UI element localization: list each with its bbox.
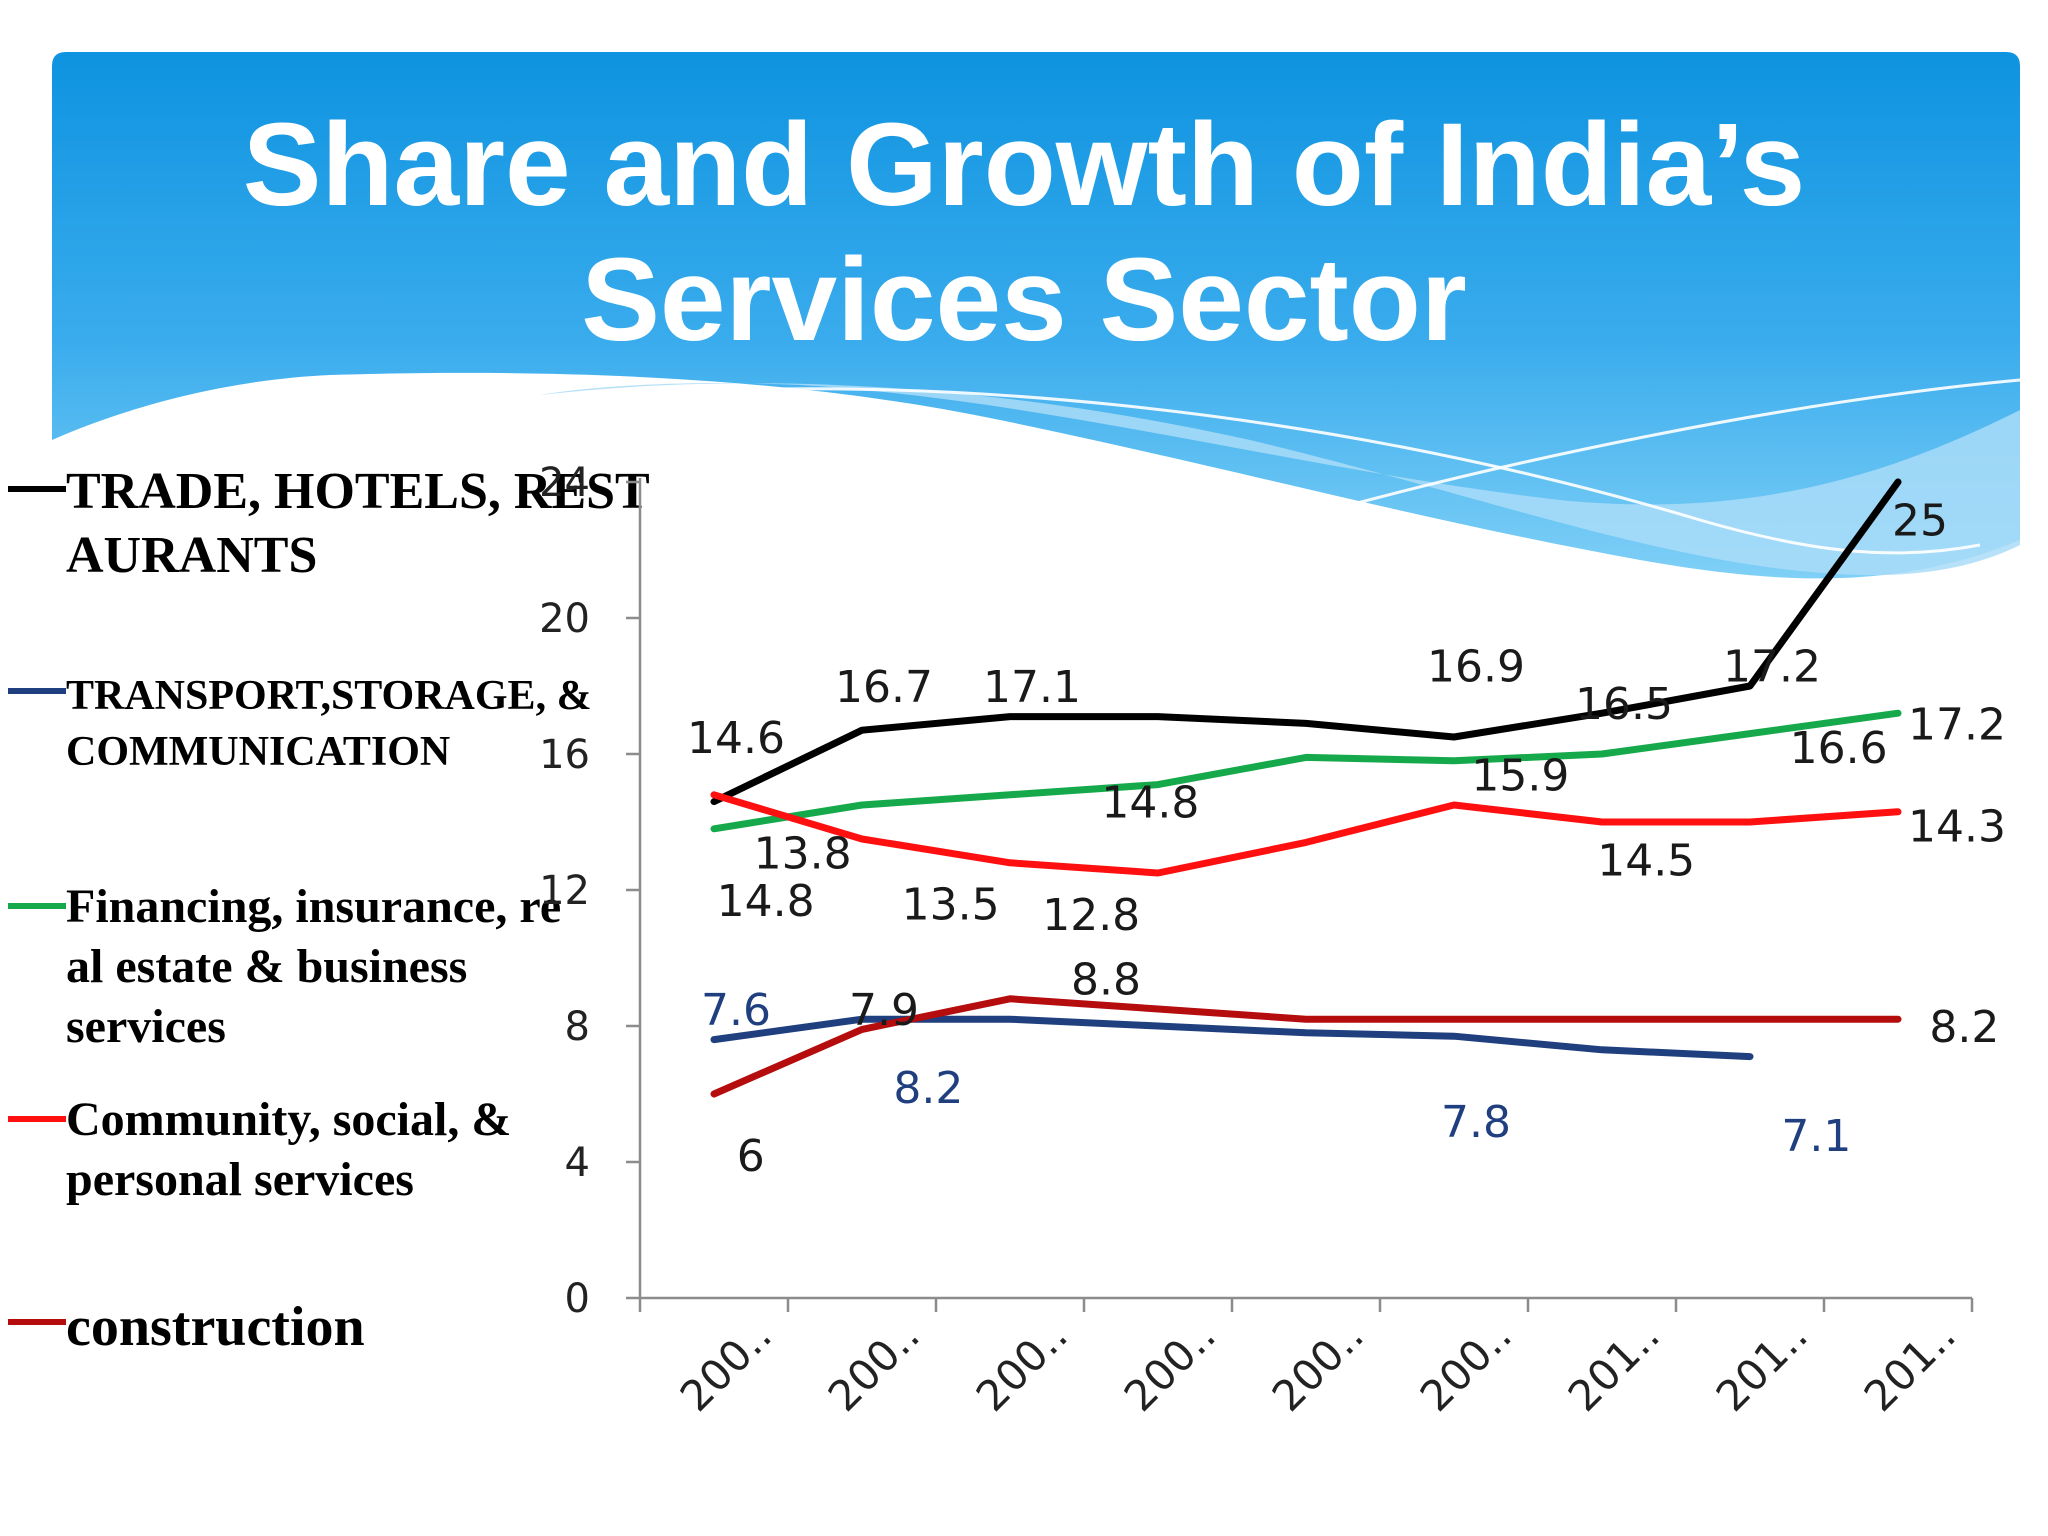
- x-tick-label: 200..: [1115, 1311, 1225, 1421]
- data-label: 14.3: [1908, 801, 2006, 852]
- data-label: 14.5: [1597, 835, 1695, 886]
- data-label: 14.8: [1101, 778, 1199, 829]
- x-tick-label: 200..: [671, 1311, 781, 1421]
- data-label: 13.5: [902, 880, 1000, 931]
- data-label: 17.1: [983, 662, 1081, 713]
- x-tick-label: 200..: [1263, 1311, 1373, 1421]
- x-tick-label: 201..: [1855, 1311, 1965, 1421]
- data-label: 7.6: [701, 985, 771, 1036]
- data-label: 7.9: [849, 985, 919, 1036]
- data-label: 16.6: [1790, 723, 1888, 774]
- data-labels: 14.6 16.7 17.1 16.9 16.5 17.2 25 7.6 7.9 7.8 7.1 13…: [687, 495, 2006, 1182]
- title-banner: [52, 52, 2021, 579]
- y-tick-label: 16: [539, 732, 590, 778]
- slide-title-line-1: Share and Growth of India’s: [242, 99, 1806, 231]
- x-tick-label: 201..: [1707, 1311, 1817, 1421]
- legend-swatch-financing: [8, 903, 66, 909]
- data-label: 16.5: [1575, 679, 1673, 730]
- y-tick-label: 4: [565, 1140, 590, 1186]
- y-tick-label: 12: [539, 868, 590, 914]
- data-label: 13.8: [754, 829, 852, 880]
- data-label: 17.2: [1723, 642, 1821, 693]
- legend-item-construction: construction: [8, 1293, 365, 1361]
- legend-label-trade: TRADE, HOTELS, REST AURANTS: [66, 463, 650, 584]
- x-tick-label: 200..: [1411, 1311, 1521, 1421]
- data-label: 14.8: [717, 876, 815, 927]
- banner-wave-light: [540, 383, 2020, 576]
- x-tick-labels: 200.. 200.. 200.. 200.. 200.. 200.. 201.. 201..…: [671, 1311, 1965, 1421]
- series-line-3: [710, 791, 1902, 877]
- y-tick-label: 20: [539, 596, 590, 642]
- legend-item-trade: TRADE, HOTELS, REST AURANTS: [8, 460, 650, 588]
- legend-swatch-community: [8, 1116, 66, 1122]
- series-line-4: [710, 995, 1902, 1098]
- y-tick-labels: 0 4 8 12 20 16 24: [539, 460, 590, 1322]
- legend-swatch-trade: [8, 486, 66, 492]
- legend-label-transport: TRANSPORT,STORAGE, & COMMUNICATION: [66, 673, 592, 775]
- data-label: 7.8: [1441, 1097, 1511, 1148]
- legend-item-transport: TRANSPORT,STORAGE, & COMMUNICATION: [8, 668, 592, 780]
- data-label: 12.8: [1042, 890, 1140, 941]
- y-tick-label: 24: [539, 460, 590, 506]
- legend-swatch-construction: [8, 1319, 66, 1325]
- legend-label-community: Community, social, & personal services: [66, 1093, 512, 1206]
- banner-wave-line-2: [1259, 378, 2021, 532]
- legend-item-community: Community, social, & personal services: [8, 1090, 511, 1210]
- data-label: 17.2: [1908, 699, 2006, 750]
- legend-label-construction: construction: [66, 1296, 365, 1358]
- legend-label-financing: Financing, insurance, re al estate & bus…: [66, 880, 562, 1053]
- data-label: 14.6: [687, 713, 785, 764]
- x-tick-label: 200..: [819, 1311, 929, 1421]
- data-label: 16.7: [835, 662, 933, 713]
- data-label: 6: [737, 1131, 765, 1182]
- chart-axes: [626, 478, 1974, 1312]
- y-tick-label: 8: [565, 1004, 590, 1050]
- data-label: 25: [1892, 495, 1948, 546]
- data-label: 7.1: [1781, 1111, 1851, 1162]
- data-label: 8.2: [1929, 1002, 1999, 1053]
- banner-wave-line-1: [639, 387, 1981, 555]
- series-lines: [710, 478, 1902, 1098]
- slide-title-line-2: Services Sector: [581, 234, 1467, 366]
- series-line-2: [710, 709, 1902, 833]
- legend-swatch-transport: [8, 688, 66, 694]
- series-line-1: [710, 1015, 1754, 1061]
- y-tick-label: 0: [565, 1276, 590, 1322]
- data-label: 16.9: [1427, 642, 1525, 693]
- series-line-0: [710, 478, 1902, 806]
- legend-item-financing: Financing, insurance, re al estate & bus…: [8, 877, 561, 1057]
- data-label: 8.2: [893, 1063, 963, 1114]
- banner-shape: [52, 52, 2020, 579]
- x-tick-label: 201..: [1559, 1311, 1669, 1421]
- x-tick-label: 200..: [967, 1311, 1077, 1421]
- data-label: 15.9: [1471, 750, 1569, 801]
- data-label: 8.8: [1071, 954, 1141, 1005]
